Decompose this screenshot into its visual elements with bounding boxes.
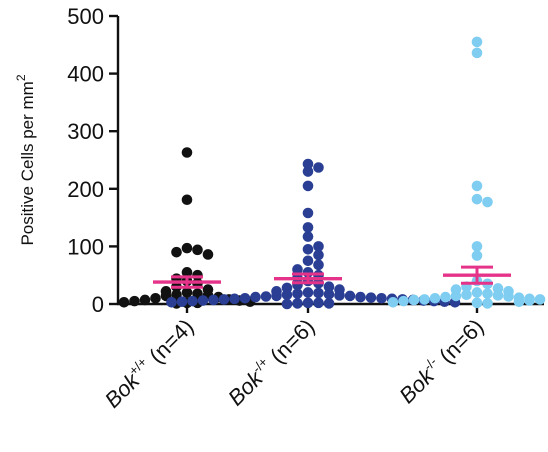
x-category-label: Bok-/+ (n=6) bbox=[222, 313, 319, 410]
data-point bbox=[471, 180, 483, 192]
y-axis-title-superscript: 2 bbox=[14, 74, 28, 81]
data-point bbox=[292, 298, 303, 309]
data-point bbox=[471, 47, 483, 59]
y-axis: 0 100 200 300 400 500 Positive Cells per mm2 bbox=[14, 4, 120, 317]
data-point bbox=[181, 267, 193, 278]
data-point bbox=[398, 295, 409, 307]
data-point bbox=[471, 241, 483, 252]
data-point bbox=[302, 231, 314, 242]
data-point bbox=[187, 295, 198, 307]
sample-count: (n=4) bbox=[140, 314, 199, 373]
data-point bbox=[292, 264, 303, 275]
data-point bbox=[181, 242, 193, 254]
data-point bbox=[323, 281, 335, 293]
data-point bbox=[471, 297, 483, 309]
data-point bbox=[192, 244, 203, 256]
data-point bbox=[503, 291, 514, 302]
data-point bbox=[313, 297, 324, 309]
data-point bbox=[313, 162, 324, 173]
data-point bbox=[408, 294, 420, 306]
data-point bbox=[181, 147, 193, 158]
data-point bbox=[292, 288, 303, 299]
data-point bbox=[376, 292, 387, 304]
data-point bbox=[355, 291, 366, 303]
data-point bbox=[313, 241, 324, 252]
y-tick-label: 300 bbox=[67, 119, 104, 144]
data-point bbox=[313, 249, 324, 261]
data-point bbox=[471, 250, 483, 261]
data-point bbox=[218, 294, 230, 305]
data-point bbox=[129, 295, 140, 307]
data-point bbox=[492, 290, 504, 301]
y-ticks: 0 100 200 300 400 500 bbox=[67, 4, 118, 317]
data-point bbox=[302, 166, 314, 177]
data-point bbox=[323, 298, 335, 309]
sample-count: (n=6) bbox=[430, 314, 489, 373]
x-axis: Bok+/+ (n=4)Bok-/+ (n=6) Bok-/- (n=6) bbox=[99, 302, 544, 413]
data-point bbox=[440, 291, 451, 303]
x-category-label: Bok+/+ (n=4) bbox=[99, 313, 199, 413]
data-point bbox=[302, 222, 314, 233]
data-point bbox=[260, 291, 272, 302]
data-point bbox=[118, 296, 130, 308]
data-point bbox=[281, 289, 293, 301]
data-points bbox=[118, 36, 546, 310]
sample-count: (n=6) bbox=[261, 314, 320, 373]
data-point bbox=[471, 36, 483, 48]
data-point bbox=[171, 246, 182, 258]
y-tick-label: 100 bbox=[67, 234, 104, 259]
data-point bbox=[150, 292, 161, 304]
data-point bbox=[302, 207, 314, 219]
x-category-labels: Bok+/+ (n=4)Bok-/+ (n=6) Bok-/- (n=6) bbox=[99, 313, 489, 413]
data-point bbox=[419, 294, 430, 305]
data-point bbox=[471, 193, 483, 205]
data-point bbox=[239, 292, 251, 304]
data-point bbox=[387, 296, 399, 308]
data-point bbox=[229, 293, 240, 305]
data-point bbox=[181, 287, 193, 298]
y-tick-label: 0 bbox=[92, 292, 104, 317]
data-point bbox=[139, 294, 151, 306]
data-point bbox=[534, 294, 546, 305]
data-point bbox=[302, 158, 314, 170]
data-point bbox=[429, 292, 441, 304]
data-point bbox=[482, 196, 493, 208]
data-point bbox=[524, 295, 535, 306]
data-point bbox=[313, 259, 324, 271]
data-point bbox=[302, 243, 314, 255]
x-category-label: Bok-/- (n=6) bbox=[394, 313, 489, 408]
data-point bbox=[513, 296, 525, 307]
data-point bbox=[208, 294, 219, 306]
data-point bbox=[250, 291, 261, 303]
data-point bbox=[271, 290, 282, 302]
data-point bbox=[176, 296, 188, 307]
y-axis-title: Positive Cells per mm2 bbox=[14, 74, 37, 245]
data-point bbox=[302, 180, 314, 192]
data-point bbox=[450, 290, 462, 302]
data-point bbox=[344, 290, 356, 302]
data-point bbox=[323, 288, 335, 300]
data-point bbox=[281, 298, 293, 310]
data-point bbox=[365, 292, 377, 303]
y-tick-label: 200 bbox=[67, 177, 104, 202]
data-point bbox=[181, 194, 193, 206]
data-point bbox=[461, 289, 472, 301]
y-axis-title-text: Positive Cells per mm bbox=[18, 81, 37, 245]
data-point bbox=[302, 255, 314, 267]
data-point bbox=[202, 249, 214, 260]
data-point bbox=[166, 296, 177, 308]
y-tick-label: 400 bbox=[67, 62, 104, 87]
data-point bbox=[302, 287, 314, 298]
data-point bbox=[482, 298, 493, 309]
y-tick-label: 500 bbox=[67, 4, 104, 29]
data-point bbox=[471, 287, 483, 298]
mean-sem-bars bbox=[153, 265, 511, 289]
data-point bbox=[313, 287, 324, 299]
data-point bbox=[334, 290, 345, 301]
data-point bbox=[302, 297, 314, 309]
data-point bbox=[197, 295, 209, 306]
data-point bbox=[482, 288, 493, 299]
